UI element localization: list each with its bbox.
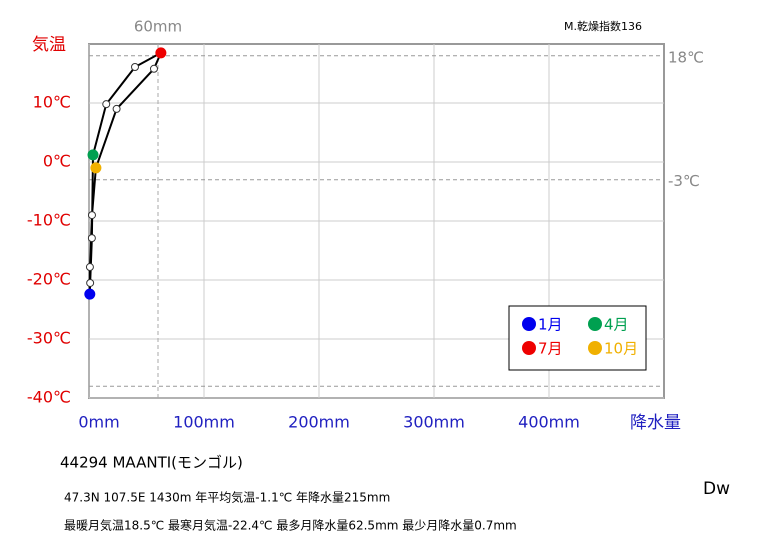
legend-label: 7月 (538, 340, 563, 358)
reference-label: 60mm (134, 18, 182, 36)
legend-marker (522, 317, 536, 331)
x-tick-label: 300mm (403, 413, 465, 432)
x-tick-label: 0mm (78, 413, 119, 432)
point (85, 263, 94, 272)
point (86, 278, 95, 287)
legend-marker (588, 317, 602, 331)
reference-label: -3℃ (668, 172, 700, 190)
info: 47.3N 107.5E 1430m 年平均気温-1.1℃ 年降水量215mm (64, 490, 390, 505)
point (87, 211, 96, 220)
point (87, 149, 99, 161)
y-axis-label: 気温 (32, 35, 66, 55)
x-tick-label: 200mm (288, 413, 350, 432)
x-tick-label: 100mm (173, 413, 235, 432)
point (112, 104, 121, 113)
y-tick-label: -30℃ (27, 329, 71, 348)
point (131, 63, 139, 72)
reference-label: 18℃ (668, 48, 704, 66)
y-tick-label: 0℃ (43, 152, 71, 171)
info: 最暖月気温18.5℃ 最寒月気温-22.4℃ 最多月降水量62.5mm 最少月降… (64, 518, 517, 533)
point (155, 47, 167, 59)
annotation: M.乾燥指数136 (564, 19, 642, 33)
legend-label: 1月 (538, 316, 563, 334)
point (90, 162, 102, 174)
legend-marker (588, 341, 602, 355)
legend-marker (522, 341, 536, 355)
legend-label: 10月 (604, 340, 638, 358)
line (88, 50, 163, 295)
y-tick-label: -20℃ (27, 270, 71, 289)
station: 44294 MAANTI(モンゴル) (60, 454, 243, 472)
point (102, 100, 111, 109)
x-tick-label: 400mm (518, 413, 580, 432)
y-tick-label: -40℃ (27, 388, 71, 407)
y-tick-label: -10℃ (27, 211, 71, 230)
legend-label: 4月 (604, 316, 629, 334)
point (84, 288, 96, 300)
climate: Dw (703, 479, 730, 499)
x-axis-label: 降水量 (630, 413, 681, 433)
point (87, 234, 96, 243)
y-tick-label: 10℃ (33, 93, 71, 112)
legend (508, 305, 647, 371)
point (149, 64, 158, 73)
